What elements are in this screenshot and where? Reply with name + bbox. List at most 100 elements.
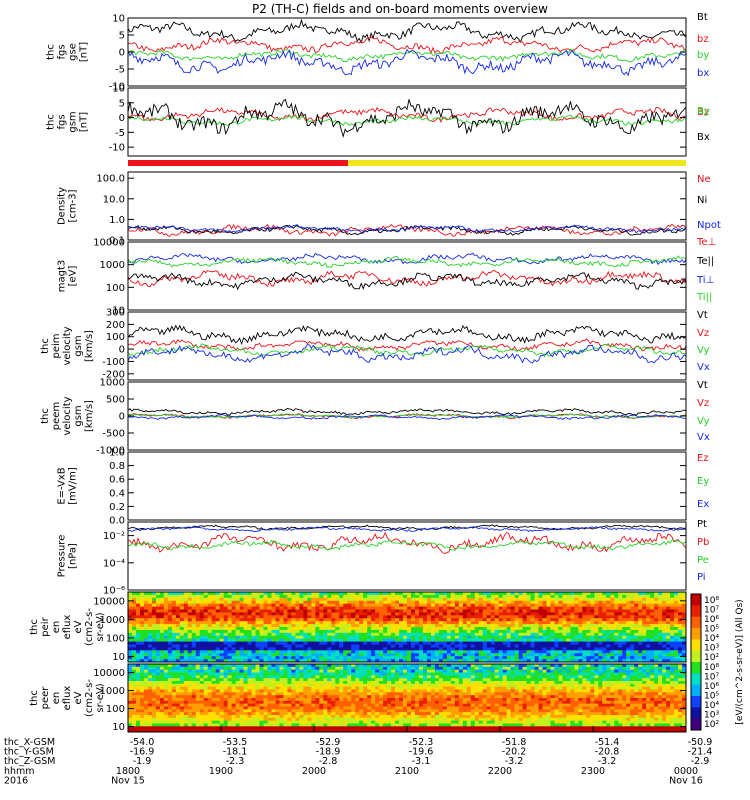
heatmap-cell [658,647,663,651]
heatmap-cell [303,659,308,663]
heatmap-cell [391,632,396,637]
heatmap-cell [407,686,412,690]
heatmap-cell [570,653,575,657]
heatmap-cell [311,669,316,673]
heatmap-cell [267,612,272,616]
heatmap-cell [586,592,591,596]
heatmap-cell [582,603,587,607]
heatmap-cell [602,635,607,640]
heatmap-cell [670,653,675,657]
heatmap-cell [343,638,348,642]
heatmap-cell [255,609,260,613]
heatmap-cell [319,669,324,673]
heatmap-cell [371,644,376,648]
heatmap-cell [542,672,547,676]
heatmap-cell [530,635,535,640]
heatmap-cell [327,606,332,610]
heatmap-cell [359,675,364,679]
heatmap-cell [582,659,587,663]
heatmap-cell [534,621,539,625]
heatmap-cell [650,664,655,668]
heatmap-cell [538,666,543,671]
heatmap-cell [251,672,256,676]
heatmap-cell [422,656,428,660]
heatmap-cell [490,600,496,605]
heatmap-cell [574,672,579,676]
heatmap-cell [335,612,340,616]
heatmap-cell [446,603,452,607]
heatmap-cell [682,656,687,660]
heatmap-cell [331,638,336,642]
heatmap-cell [526,600,531,605]
heatmap-cell [223,653,229,657]
heatmap-cell [247,624,252,628]
heatmap-cell [490,627,496,631]
y-axis-label: [km/s] [84,400,95,432]
heatmap-cell [650,618,655,622]
heatmap-cell [291,656,296,660]
heatmap-cell [522,632,527,637]
heatmap-cell [367,653,372,657]
heatmap-cell [454,615,460,619]
heatmap-cell [203,600,209,605]
heatmap-cell [434,635,440,640]
heatmap-cell [183,624,189,628]
heatmap-cell [530,629,535,634]
heatmap-cell [271,681,276,685]
heatmap-cell [470,594,476,599]
heatmap-cell [606,686,611,690]
heatmap-cell [195,615,201,619]
heatmap-cell [203,629,209,634]
heatmap-cell [602,664,607,668]
heatmap-cell [171,597,177,602]
heatmap-cell [135,592,141,596]
heatmap-cell [155,618,161,622]
heatmap-cell [143,632,149,637]
heatmap-cell [327,650,332,654]
heatmap-cell [387,650,392,654]
heatmap-cell [235,612,240,616]
heatmap-cell [359,644,364,648]
heatmap-cell [574,641,579,645]
heatmap-cell [135,624,141,628]
heatmap-cell [514,675,519,679]
heatmap-cell [518,635,523,640]
heatmap-cell [486,683,492,688]
heatmap-cell [502,681,508,685]
series-temperature-3 [127,255,687,268]
heatmap-cell [379,624,384,628]
heatmap-cell [478,592,484,596]
heatmap-cell [387,603,392,607]
heatmap-cell [335,629,340,634]
heatmap-cell [534,689,539,693]
heatmap-cell [223,683,229,688]
heatmap-cell [458,659,464,663]
heatmap-cell [327,615,332,619]
heatmap-cell [287,669,292,673]
heatmap-cell [307,592,312,596]
heatmap-cell [494,689,500,693]
heatmap-cell [391,681,396,685]
heatmap-cell [243,597,248,602]
heatmap-cell [486,627,492,631]
heatmap-cell [578,594,583,599]
heatmap-cell [630,609,635,613]
heatmap-cell [626,603,631,607]
heatmap-cell [530,683,535,688]
heatmap-cell [622,635,627,640]
heatmap-cell [474,672,480,676]
heatmap-cell [287,627,292,631]
heatmap-cell [562,615,567,619]
heatmap-cell [542,659,547,663]
heatmap-cell [363,627,368,631]
heatmap-cell [506,666,512,671]
heatmap-cell [231,609,237,613]
heatmap-cell [139,689,145,693]
heatmap-cell [287,606,292,610]
heatmap-cell [562,656,567,660]
heatmap-cell [147,594,153,599]
heatmap-cell [343,669,348,673]
heatmap-cell [251,606,256,610]
heatmap-cell [586,664,591,668]
heatmap-cell [538,656,543,660]
